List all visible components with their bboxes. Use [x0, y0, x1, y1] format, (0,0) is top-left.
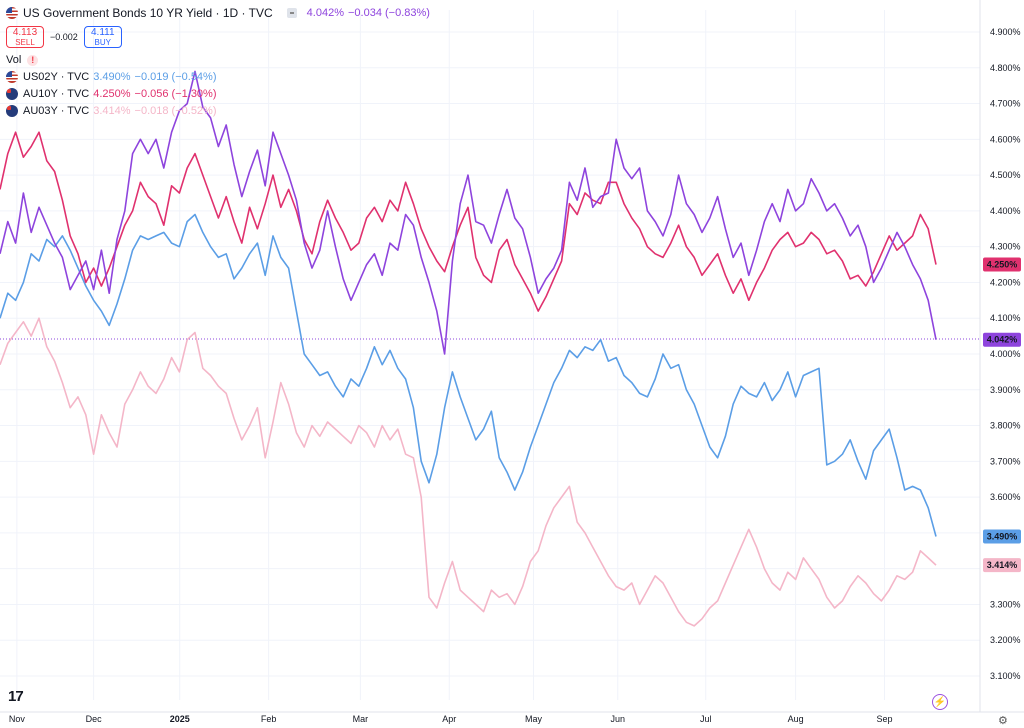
last-value-text: 4.250% — [987, 260, 1018, 270]
y-tick-label: 3.800% — [990, 421, 1021, 431]
x-tick-label: Jul — [700, 714, 712, 724]
y-tick-label: 4.000% — [990, 349, 1021, 359]
volume-label: Vol — [6, 54, 22, 66]
compare-symbol: AU03Y · TVC — [23, 104, 90, 117]
compare-change: −0.018 (−0.52%) — [134, 104, 217, 117]
buy-button[interactable]: 4.111 BUY — [83, 26, 122, 48]
last-value-tag-au03y: 3.414% — [983, 558, 1021, 573]
x-tick-label: Nov — [9, 714, 26, 724]
last-value-labels: 4.042% 4.250% 3.490% 3.414% — [983, 257, 1021, 573]
x-tick-label: Aug — [788, 714, 804, 724]
warning-icon[interactable]: ! — [27, 54, 39, 66]
x-tick-label: Jun — [611, 714, 626, 724]
buy-label: BUY — [94, 38, 111, 47]
last-value-text: 4.042% — [987, 335, 1018, 345]
sell-button[interactable]: 4.113 SELL — [6, 26, 44, 48]
compare-row[interactable]: US02Y · TVC 3.490% −0.019 (−0.54%) — [6, 68, 430, 85]
symbol-title[interactable]: US Government Bonds 10 YR Yield · 1D · T… — [23, 5, 273, 20]
compare-value: 4.250% — [93, 87, 131, 100]
collapse-icon[interactable] — [286, 7, 297, 18]
x-tick-label: Feb — [261, 714, 277, 724]
series-line-us02y — [0, 213, 937, 537]
trade-buttons: 4.113 SELL −0.002 4.111 BUY — [6, 26, 430, 48]
time-axis[interactable]: Nov Dec 2025 Feb Mar Apr May Jun Jul Aug Sep — [9, 714, 893, 724]
x-tick-label: May — [525, 714, 543, 724]
us-flag-icon — [6, 6, 18, 19]
compare-change: −0.056 (−1.30%) — [134, 87, 217, 100]
price-change: −0.034 (−0.83%) — [347, 6, 430, 19]
series-line-au10y — [0, 131, 937, 312]
price-axis[interactable]: 4.900% 4.800% 4.700% 4.600% 4.500% 4.400% 4.30… — [990, 27, 1021, 681]
settings-gear-icon[interactable]: ⚙ — [998, 715, 1008, 727]
compare-symbol: US02Y · TVC — [23, 70, 90, 83]
last-value-text: 3.414% — [987, 560, 1018, 570]
lightning-icon[interactable]: ⚡ — [932, 694, 948, 710]
volume-row[interactable]: Vol ! — [6, 52, 430, 68]
compare-change: −0.019 (−0.54%) — [134, 70, 217, 83]
y-tick-label: 4.500% — [990, 170, 1021, 180]
tradingview-logo[interactable]: 17 — [8, 688, 24, 705]
y-tick-label: 3.100% — [990, 671, 1021, 681]
au-flag-icon — [6, 87, 18, 100]
chart-grid — [0, 0, 1024, 713]
last-value-text: 3.490% — [987, 531, 1018, 541]
last-value-bg — [983, 558, 1021, 573]
x-tick-label: Dec — [86, 714, 103, 724]
last-value-bg — [983, 257, 1021, 272]
buy-price: 4.111 — [91, 27, 115, 38]
x-tick-label: Sep — [877, 714, 893, 724]
compare-symbol: AU10Y · TVC — [23, 87, 90, 100]
last-value-tag-us02y: 3.490% — [983, 529, 1021, 544]
au-flag-icon — [6, 104, 18, 117]
y-tick-label: 4.100% — [990, 313, 1021, 323]
y-tick-label: 4.600% — [990, 134, 1021, 144]
compare-value: 3.414% — [93, 104, 131, 117]
last-value-bg — [983, 332, 1021, 347]
last-value-bg — [983, 529, 1021, 544]
y-tick-label: 3.200% — [990, 635, 1021, 645]
main-symbol-row[interactable]: US Government Bonds 10 YR Yield · 1D · T… — [6, 4, 430, 21]
x-tick-label: 2025 — [170, 714, 190, 724]
compare-symbols: US02Y · TVC 3.490% −0.019 (−0.54%) AU10Y · … — [6, 68, 430, 119]
chart-legend: US Government Bonds 10 YR Yield · 1D · T… — [6, 4, 430, 119]
compare-row[interactable]: AU10Y · TVC 4.250% −0.056 (−1.30%) — [6, 85, 430, 102]
series-line-us10y — [0, 70, 937, 355]
y-tick-label: 4.800% — [990, 63, 1021, 73]
last-value-tag-us10y: 4.042% — [983, 332, 1021, 347]
y-tick-label: 3.700% — [990, 456, 1021, 466]
current-price: 4.042% — [306, 6, 344, 19]
spread-value: −0.002 — [50, 32, 78, 42]
y-tick-label: 4.300% — [990, 242, 1021, 252]
chart-series — [0, 70, 937, 627]
y-tick-label: 4.700% — [990, 99, 1021, 109]
y-tick-label: 4.200% — [990, 277, 1021, 287]
us-flag-icon — [6, 70, 18, 83]
last-value-tag-au10y: 4.250% — [983, 257, 1021, 272]
sell-price: 4.113 — [12, 27, 38, 38]
y-tick-label: 4.400% — [990, 206, 1021, 216]
y-tick-label: 4.900% — [990, 27, 1021, 37]
compare-value: 3.490% — [93, 70, 131, 83]
x-tick-label: Apr — [442, 714, 456, 724]
series-line-au03y — [0, 317, 937, 627]
x-tick-label: Mar — [353, 714, 369, 724]
y-tick-label: 3.600% — [990, 492, 1021, 502]
y-tick-label: 3.300% — [990, 599, 1021, 609]
y-tick-label: 3.900% — [990, 385, 1021, 395]
compare-row[interactable]: AU03Y · TVC 3.414% −0.018 (−0.52%) — [6, 102, 430, 119]
sell-label: SELL — [15, 38, 35, 47]
